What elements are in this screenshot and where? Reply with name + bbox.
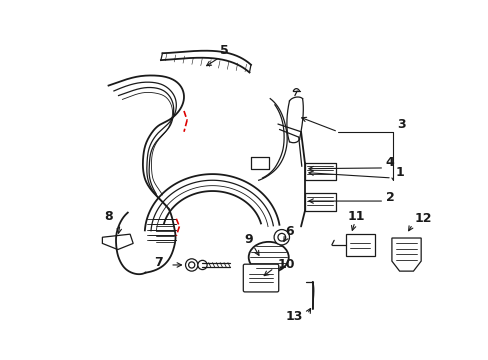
- Text: 8: 8: [104, 210, 113, 223]
- FancyBboxPatch shape: [243, 264, 278, 292]
- Text: 6: 6: [285, 225, 293, 238]
- Text: 2: 2: [385, 191, 394, 204]
- Text: 4: 4: [385, 156, 394, 169]
- Text: 11: 11: [347, 210, 365, 223]
- FancyBboxPatch shape: [345, 234, 374, 256]
- Text: 3: 3: [396, 118, 405, 131]
- Circle shape: [188, 262, 194, 268]
- Circle shape: [198, 260, 207, 270]
- Text: 13: 13: [285, 310, 302, 323]
- Ellipse shape: [248, 242, 288, 273]
- Text: 5: 5: [219, 44, 228, 57]
- Text: 9: 9: [244, 233, 252, 246]
- Circle shape: [277, 233, 285, 241]
- Circle shape: [274, 230, 289, 245]
- Text: 1: 1: [395, 166, 404, 179]
- Text: 7: 7: [153, 256, 162, 269]
- Circle shape: [185, 259, 198, 271]
- Text: 12: 12: [414, 212, 431, 225]
- Polygon shape: [102, 234, 133, 249]
- Text: 10: 10: [277, 258, 295, 271]
